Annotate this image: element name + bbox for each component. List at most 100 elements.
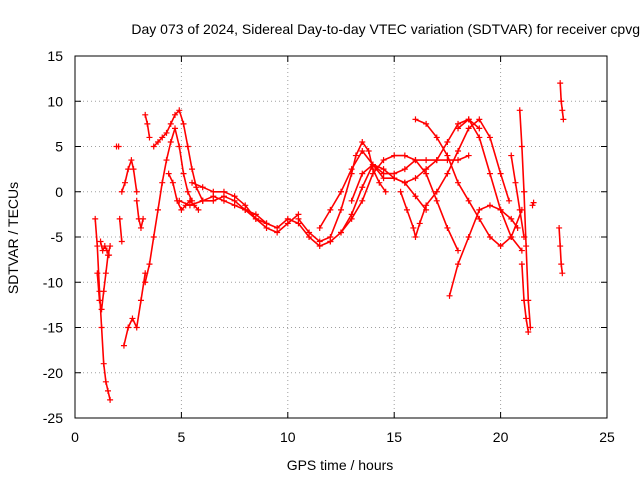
data-point-plus-marker (401, 179, 408, 186)
series-trace (340, 118, 481, 234)
data-point-plus-marker (98, 324, 105, 331)
x-tick-label: 5 (178, 429, 186, 445)
data-point-plus-marker (486, 134, 493, 141)
data-point-plus-marker (556, 224, 563, 231)
data-point-plus-marker (118, 238, 125, 245)
data-point-plus-marker (455, 247, 462, 254)
data-point-plus-marker (410, 224, 417, 231)
data-point-plus-marker (146, 261, 153, 268)
data-point-plus-marker (142, 111, 149, 118)
data-point-plus-marker (412, 175, 419, 182)
data-point-plus-marker (455, 157, 462, 164)
data-point-plus-marker (380, 170, 387, 177)
data-point-plus-marker (163, 129, 170, 136)
data-point-plus-marker (476, 215, 483, 222)
data-point-plus-marker (423, 120, 430, 127)
data-point-plus-marker (433, 157, 440, 164)
data-point-plus-marker (178, 206, 185, 213)
data-point-plus-marker (423, 202, 430, 209)
data-point-plus-marker (476, 134, 483, 141)
data-point-plus-marker (120, 342, 127, 349)
data-point-plus-marker (137, 224, 144, 231)
data-point-plus-marker (558, 98, 565, 105)
data-point-plus-marker (274, 229, 281, 236)
data-point-plus-marker (403, 206, 410, 213)
data-point-plus-marker (465, 116, 472, 123)
data-point-plus-marker (465, 234, 472, 240)
data-point-plus-marker (518, 247, 525, 254)
series-trace (510, 154, 525, 238)
y-tick-label: 0 (55, 184, 63, 200)
data-point-plus-marker (365, 148, 372, 155)
data-point-plus-marker (412, 116, 419, 123)
y-tick-label: -25 (43, 410, 63, 426)
data-point-plus-marker (146, 134, 153, 141)
y-tick-label: -5 (51, 229, 64, 245)
data-point-plus-marker (176, 197, 183, 204)
data-point-plus-marker (100, 288, 107, 295)
data-point-plus-marker (401, 152, 408, 159)
y-tick-label: -15 (43, 320, 63, 336)
plot-frame (74, 55, 608, 419)
series-track-30 (556, 224, 566, 277)
data-point-plus-marker (327, 206, 334, 213)
data-point-plus-marker (133, 188, 140, 195)
data-point-plus-marker (295, 215, 302, 222)
data-point-plus-marker (107, 243, 114, 250)
x-axis-title: GPS time / hours (287, 457, 394, 473)
y-axis-title: SDTVAR / TECUs (5, 182, 21, 294)
data-point-plus-marker (508, 234, 515, 240)
data-point-plus-marker (338, 229, 344, 236)
chart-title: Day 073 of 2024, Sidereal Day-to-day VTE… (131, 21, 640, 37)
series-trace (518, 109, 532, 329)
data-point-plus-marker (348, 197, 355, 204)
data-point-plus-marker (557, 80, 564, 87)
data-point-plus-marker (96, 297, 103, 304)
data-point-plus-marker (306, 229, 313, 236)
data-point-plus-marker (352, 152, 359, 159)
data-point-plus-marker (359, 170, 366, 177)
data-point-plus-marker (189, 166, 196, 173)
x-tick-label: 25 (599, 429, 615, 445)
data-point-plus-marker (165, 170, 172, 177)
data-point-plus-marker (167, 120, 174, 127)
data-point-plus-marker (486, 202, 493, 209)
y-tick-label: -10 (43, 274, 63, 290)
data-point-plus-marker (176, 143, 183, 150)
data-point-plus-marker (530, 199, 537, 206)
data-point-plus-marker (180, 170, 187, 177)
x-tick-label: 10 (280, 429, 296, 445)
x-tick-label: 20 (493, 429, 509, 445)
data-point-plus-marker (116, 215, 123, 222)
data-point-plus-marker (327, 238, 334, 245)
data-point-plus-marker (130, 166, 137, 173)
data-point-plus-marker (184, 188, 191, 195)
data-point-plus-marker (118, 188, 125, 195)
data-point-plus-marker (133, 197, 140, 204)
data-point-plus-marker (391, 170, 398, 177)
data-point-plus-marker (128, 157, 135, 164)
data-point-plus-marker (558, 261, 565, 268)
data-point-plus-marker (446, 292, 453, 299)
data-point-plus-marker (433, 134, 440, 141)
series-trace (558, 227, 564, 275)
series-trace (448, 204, 519, 297)
data-point-plus-marker (242, 206, 249, 213)
data-point-plus-marker (98, 306, 105, 313)
data-point-plus-marker (423, 157, 430, 164)
data-point-plus-marker (476, 125, 483, 132)
data-point-plus-marker (133, 324, 140, 331)
data-point-plus-marker (486, 170, 493, 177)
data-point-plus-marker (508, 152, 515, 159)
data-point-plus-marker (516, 206, 523, 213)
series-trace (135, 200, 144, 229)
data-point-plus-marker (172, 111, 179, 118)
series-track-22 (412, 116, 525, 250)
data-point-plus-marker (391, 152, 398, 159)
data-point-plus-marker (465, 152, 472, 159)
data-point-plus-marker (497, 243, 504, 250)
data-point-plus-marker (465, 197, 472, 204)
data-point-plus-marker (476, 206, 483, 213)
series-track-09 (142, 111, 153, 141)
y-tick-labels: 15 10 5 0 -5 -10 -15 -20 -25 (43, 48, 63, 426)
